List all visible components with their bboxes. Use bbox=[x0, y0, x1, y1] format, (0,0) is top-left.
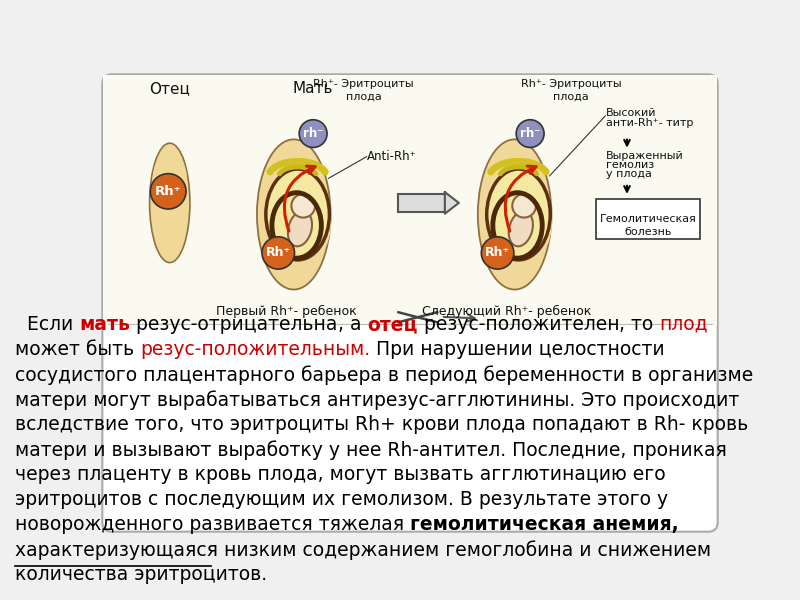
Text: гемолиз: гемолиз bbox=[606, 160, 654, 170]
Text: , а: , а bbox=[338, 315, 367, 334]
Circle shape bbox=[262, 237, 294, 269]
Ellipse shape bbox=[150, 143, 190, 263]
Ellipse shape bbox=[153, 152, 187, 206]
Text: Высокий: Высокий bbox=[606, 108, 657, 118]
Ellipse shape bbox=[486, 169, 550, 260]
FancyBboxPatch shape bbox=[596, 199, 700, 239]
Text: характеризующаяся низким содержанием гемоглобина и снижением: характеризующаяся низким содержанием гем… bbox=[15, 540, 711, 560]
Text: новорожденного развивается тяжелая: новорожденного развивается тяжелая bbox=[15, 515, 410, 534]
Text: Rh⁺- Эритроциты
плода: Rh⁺- Эритроциты плода bbox=[521, 79, 622, 101]
Text: количества эритроцитов.: количества эритроцитов. bbox=[15, 565, 267, 584]
Text: rh⁻: rh⁻ bbox=[520, 127, 540, 140]
Text: Если: Если bbox=[15, 315, 79, 334]
Text: анти-Rh⁺- титр: анти-Rh⁺- титр bbox=[606, 118, 694, 128]
Ellipse shape bbox=[501, 181, 552, 263]
FancyBboxPatch shape bbox=[398, 194, 445, 212]
Text: через плаценту в кровь плода, могут вызвать агглютинацию его: через плаценту в кровь плода, могут вызв… bbox=[15, 465, 666, 484]
Ellipse shape bbox=[257, 139, 330, 290]
Text: Гемолитическая
болезнь: Гемолитическая болезнь bbox=[599, 214, 696, 237]
Circle shape bbox=[299, 120, 327, 148]
Circle shape bbox=[516, 120, 544, 148]
Text: у плода: у плода bbox=[606, 169, 652, 179]
FancyBboxPatch shape bbox=[103, 75, 717, 325]
Text: Anti-Rh⁺: Anti-Rh⁺ bbox=[367, 150, 417, 163]
Text: плод: плод bbox=[659, 315, 708, 334]
Text: , то: , то bbox=[619, 315, 659, 334]
Text: матери и вызывают выработку у нее Rh-антител. Последние, проникая: матери и вызывают выработку у нее Rh-ант… bbox=[15, 440, 727, 460]
Text: Выраженный: Выраженный bbox=[606, 151, 684, 161]
Circle shape bbox=[512, 194, 536, 218]
Text: Rh⁺- Эритроциты
плода: Rh⁺- Эритроциты плода bbox=[313, 79, 414, 101]
Polygon shape bbox=[445, 192, 459, 214]
Text: Первый Rh⁺- ребенок: Первый Rh⁺- ребенок bbox=[216, 305, 356, 319]
Text: может быть: может быть bbox=[15, 340, 140, 359]
Text: матери могут вырабатываться антирезус-агглютинины. Это происходит: матери могут вырабатываться антирезус-аг… bbox=[15, 390, 739, 410]
Text: Отец: Отец bbox=[150, 81, 190, 96]
Text: резус-положителен: резус-положителен bbox=[418, 315, 619, 334]
Text: Мать: Мать bbox=[293, 81, 334, 96]
Text: rh⁻: rh⁻ bbox=[303, 127, 323, 140]
Text: сосудистого плацентарного барьера в период беременности в организме: сосудистого плацентарного барьера в пери… bbox=[15, 365, 754, 385]
Ellipse shape bbox=[266, 169, 330, 260]
Ellipse shape bbox=[478, 139, 551, 290]
Circle shape bbox=[150, 173, 186, 209]
Text: эритроцитов с последующим их гемолизом. В результате этого у: эритроцитов с последующим их гемолизом. … bbox=[15, 490, 668, 509]
Text: Rh⁺: Rh⁺ bbox=[485, 247, 510, 259]
Ellipse shape bbox=[509, 211, 533, 247]
Text: Rh⁺: Rh⁺ bbox=[266, 247, 291, 259]
Circle shape bbox=[482, 237, 514, 269]
Text: гемолитическая анемия,: гемолитическая анемия, bbox=[410, 515, 678, 534]
Ellipse shape bbox=[288, 211, 312, 247]
Text: При нарушении целостности: При нарушении целостности bbox=[370, 340, 665, 359]
Text: отец: отец bbox=[367, 315, 418, 334]
Text: Rh⁺: Rh⁺ bbox=[155, 185, 182, 198]
Ellipse shape bbox=[280, 181, 331, 263]
Circle shape bbox=[291, 194, 315, 218]
Text: вследствие того, что эритроциты Rh+ крови плода попадают в Rh- кровь: вследствие того, что эритроциты Rh+ кров… bbox=[15, 415, 748, 434]
Text: резус-отрицательна: резус-отрицательна bbox=[130, 315, 338, 334]
Text: Следующий Rh⁺- ребенок: Следующий Rh⁺- ребенок bbox=[422, 305, 591, 319]
Text: мать: мать bbox=[79, 315, 130, 334]
FancyBboxPatch shape bbox=[102, 74, 718, 532]
Text: резус-положительным.: резус-положительным. bbox=[140, 340, 370, 359]
